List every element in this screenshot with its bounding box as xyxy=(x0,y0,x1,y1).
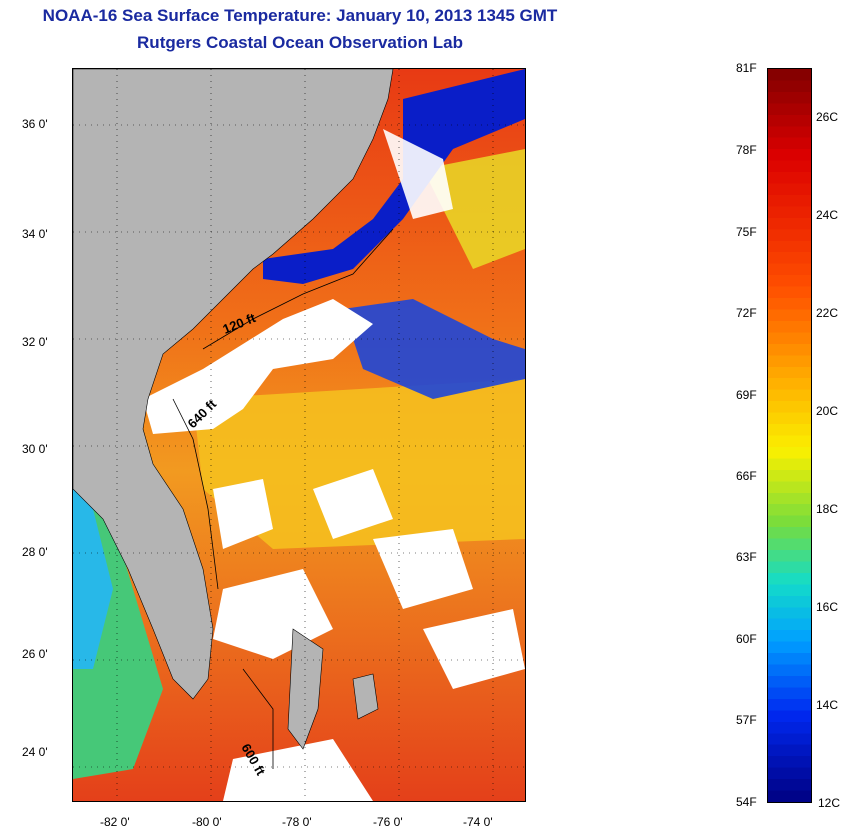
cloud-patch-1 xyxy=(383,129,453,219)
cloud-patch-2 xyxy=(213,479,273,549)
cb-label-18c: 18C xyxy=(816,502,839,516)
cb-label-75f: 75F xyxy=(736,225,757,239)
cb-label-69f: 69F xyxy=(736,388,757,402)
lat-label-36: 36 0' xyxy=(22,117,48,131)
cloud-patch-7 xyxy=(223,739,373,801)
cb-label-16c: 16C xyxy=(816,600,839,614)
lon-label-80: -80 0' xyxy=(192,815,222,829)
cb-label-57f: 57F xyxy=(736,713,757,727)
cb-label-14c: 14C xyxy=(816,698,839,712)
cloud-region xyxy=(143,299,373,434)
lon-label-76: -76 0' xyxy=(373,815,403,829)
lat-label-24: 24 0' xyxy=(22,745,48,759)
land-area xyxy=(73,69,394,700)
cb-label-78f: 78F xyxy=(736,143,757,157)
cb-label-20c: 20C xyxy=(816,404,839,418)
yellow-patch xyxy=(423,149,525,269)
cb-label-63f: 63F xyxy=(736,550,757,564)
cb-label-60f: 60F xyxy=(736,632,757,646)
cb-label-72f: 72F xyxy=(736,306,757,320)
bahamas-land xyxy=(287,628,324,750)
lon-label-82: -82 0' xyxy=(100,815,130,829)
gulf-cyan-water xyxy=(73,489,113,669)
lon-label-74: -74 0' xyxy=(463,815,493,829)
contour-line-120ft xyxy=(202,228,394,350)
lon-label-78: -78 0' xyxy=(282,815,312,829)
cold-patch xyxy=(343,299,525,399)
temperature-colorbar xyxy=(767,68,812,803)
cb-label-22c: 22C xyxy=(816,306,839,320)
island-land xyxy=(352,673,379,720)
cb-label-66f: 66F xyxy=(736,469,757,483)
lat-label-30: 30 0' xyxy=(22,442,48,456)
cb-label-54f: 54F xyxy=(736,795,757,809)
cb-label-24c: 24C xyxy=(816,208,839,222)
map-title: NOAA-16 Sea Surface Temperature: January… xyxy=(42,6,558,25)
sst-map: 120 ft 640 ft 600 ft xyxy=(72,68,526,802)
sst-map-graphic: 120 ft 640 ft 600 ft xyxy=(73,69,525,801)
warm-plume xyxy=(193,379,525,549)
lat-label-28: 28 0' xyxy=(22,545,48,559)
cb-label-81f: 81F xyxy=(736,61,757,75)
grid-lines xyxy=(73,69,525,801)
contour-line-640ft xyxy=(172,398,219,590)
cloud-patch-4 xyxy=(373,529,473,609)
lat-label-32: 32 0' xyxy=(22,335,48,349)
lat-label-26: 26 0' xyxy=(22,647,48,661)
map-subtitle: Rutgers Coastal Ocean Observation Lab xyxy=(137,33,463,52)
cloud-patch-3 xyxy=(313,469,393,539)
contour-line-600ft xyxy=(242,668,274,769)
cloud-patch-6 xyxy=(423,609,525,689)
lat-label-34: 34 0' xyxy=(22,227,48,241)
cb-label-26c: 26C xyxy=(816,110,839,124)
cold-coastal-water xyxy=(263,69,525,284)
cb-label-12c: 12C xyxy=(818,796,841,810)
